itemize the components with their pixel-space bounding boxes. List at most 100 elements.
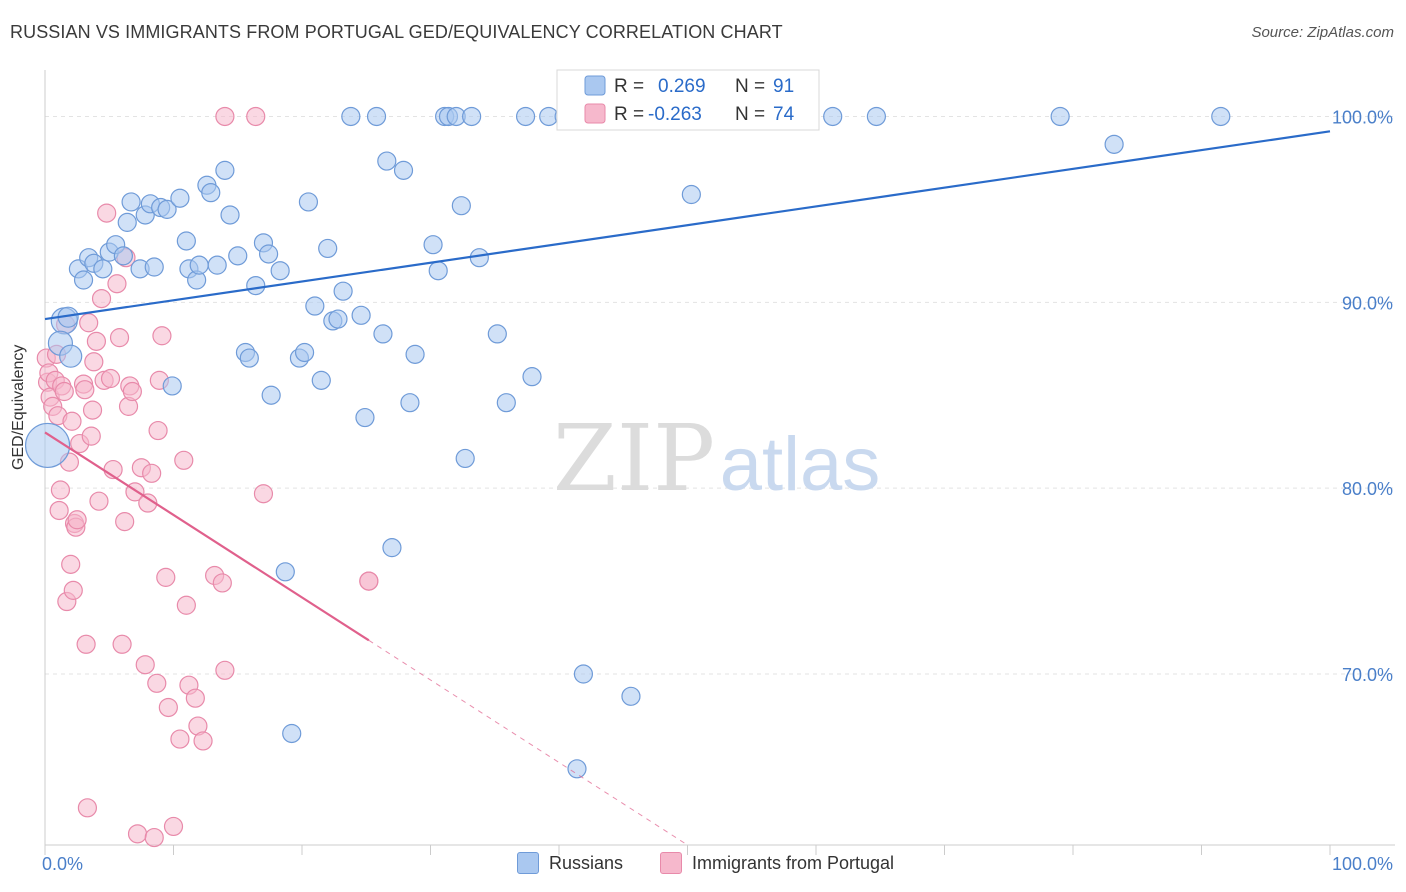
point-portugal [246, 106, 266, 127]
point-portugal [77, 798, 98, 818]
point-russians [355, 407, 375, 428]
point-portugal [122, 381, 142, 402]
point-russians [59, 344, 83, 368]
point-portugal [100, 368, 121, 389]
bottom-legend-item-portugal: Immigrants from Portugal [660, 852, 894, 874]
point-russians [258, 244, 279, 264]
point-russians [275, 562, 295, 582]
point-russians [121, 192, 141, 212]
point-russians [261, 385, 281, 405]
point-portugal [115, 512, 135, 532]
point-russians [170, 188, 190, 208]
point-portugal [75, 380, 95, 400]
point-portugal [84, 352, 104, 372]
x-tick-label: 0.0% [42, 854, 83, 874]
point-portugal [174, 450, 194, 470]
legend-r-value-russians: 0.269 [658, 76, 706, 97]
y-tick-label: 80.0% [1342, 479, 1393, 499]
legend-n-label-russians: N = [735, 76, 765, 97]
points-layer [24, 106, 1231, 848]
point-russians [366, 106, 387, 127]
point-russians [305, 296, 325, 316]
legend-r-label-portugal: R = [614, 104, 644, 125]
trend-line-portugal-extension [368, 639, 688, 846]
legend-r-value-portugal: -0.263 [648, 104, 702, 125]
point-portugal [176, 595, 196, 615]
point-russians [328, 309, 348, 329]
legend-swatch-portugal [584, 103, 606, 124]
chart-title: RUSSIAN VS IMMIGRANTS FROM PORTUGAL GED/… [10, 22, 783, 42]
point-portugal [142, 463, 162, 483]
point-russians [573, 664, 594, 684]
bottom-legend-swatch-portugal [660, 852, 682, 874]
trend-line-portugal [44, 431, 370, 642]
point-russians [239, 348, 259, 368]
point-portugal [54, 381, 74, 402]
point-russians [487, 324, 507, 344]
bottom-legend-label-russians: Russians [549, 852, 624, 873]
point-portugal [185, 688, 205, 708]
point-portugal [67, 510, 87, 530]
point-portugal [156, 567, 176, 587]
legend-swatch-russians [584, 75, 606, 96]
point-portugal [215, 660, 235, 680]
point-portugal [135, 655, 155, 675]
point-russians [298, 192, 319, 212]
point-russians [1211, 106, 1231, 127]
point-russians [113, 246, 133, 266]
point-portugal [76, 634, 96, 654]
point-portugal [97, 203, 117, 223]
point-russians [405, 344, 425, 364]
point-portugal [163, 816, 184, 837]
point-russians [144, 257, 164, 277]
point-russians [455, 448, 475, 469]
x-tick-label: 100.0% [1332, 854, 1393, 874]
point-portugal [79, 313, 99, 333]
point-russians [515, 106, 536, 127]
point-russians [400, 393, 420, 413]
point-portugal [112, 634, 132, 654]
point-russians [469, 248, 489, 268]
y-tick-label: 70.0% [1342, 665, 1393, 685]
legend-r-label-russians: R = [614, 76, 644, 97]
watermark-zip: ZIP [553, 405, 715, 512]
point-russians [176, 231, 196, 251]
point-russians [318, 238, 338, 259]
point-portugal [91, 288, 112, 309]
point-portugal [127, 824, 148, 844]
point-russians [294, 342, 315, 363]
point-russians [373, 324, 393, 344]
point-russians [162, 376, 182, 396]
point-russians [823, 106, 843, 127]
point-russians [423, 235, 443, 255]
grid-layer [45, 115, 1395, 675]
point-russians [462, 106, 482, 127]
point-russians [215, 160, 235, 180]
bottom-legend-label-portugal: Immigrants from Portugal [692, 852, 895, 873]
chart-source: Source: ZipAtlas.com [1251, 24, 1394, 41]
legend-n-label-portugal: N = [735, 104, 765, 125]
point-portugal [215, 106, 235, 127]
point-portugal [152, 326, 172, 346]
point-russians [866, 106, 886, 127]
point-portugal [170, 729, 190, 749]
point-russians [117, 212, 137, 232]
point-russians [311, 370, 331, 390]
point-russians [207, 255, 227, 275]
point-russians [382, 538, 402, 558]
point-russians [567, 759, 587, 779]
bottom-legend-item-russians: Russians [517, 852, 623, 874]
point-russians [270, 261, 290, 281]
point-russians [451, 196, 471, 216]
point-portugal [82, 400, 103, 420]
point-portugal [359, 571, 379, 591]
point-russians [333, 281, 353, 301]
point-russians [24, 422, 71, 469]
point-portugal [212, 573, 232, 593]
y-tick-label: 100.0% [1332, 107, 1393, 127]
point-russians [228, 246, 248, 266]
point-portugal [50, 480, 71, 500]
point-portugal [63, 580, 83, 600]
point-portugal [193, 731, 213, 751]
